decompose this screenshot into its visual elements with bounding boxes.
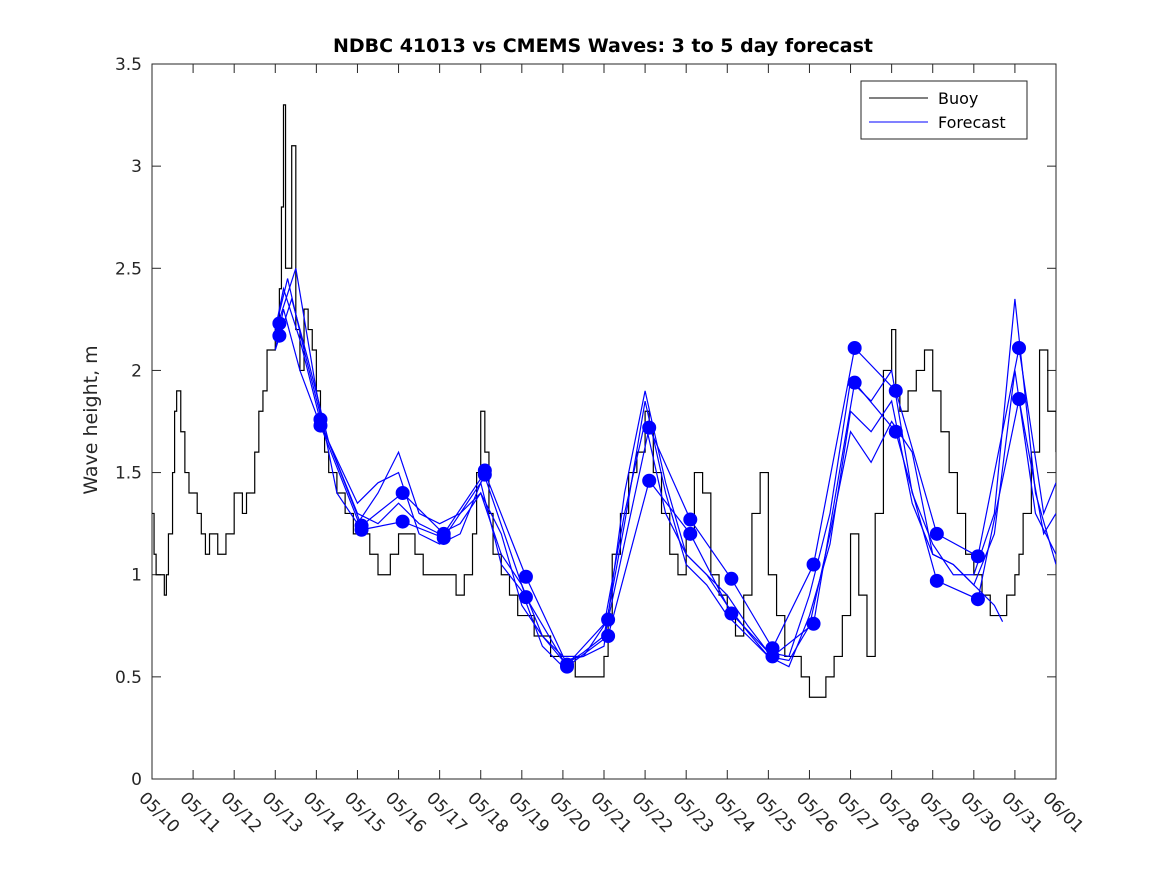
y-axis-label: Wave height, m [80,345,102,494]
forecast-marker [642,420,657,435]
forecast-marker [888,424,903,439]
buoy-series-line [152,104,1056,698]
forecast-marker [642,473,657,488]
legend: Buoy Forecast [860,80,1028,140]
forecast-marker [929,526,944,541]
forecast-marker [724,571,739,586]
forecast-series-line [274,278,1056,662]
forecast-marker [847,340,862,355]
forecast-marker [929,573,944,588]
legend-box [860,80,1028,140]
forecast-marker [888,383,903,398]
forecast-marker [683,512,698,527]
forecast-marker [970,549,985,564]
forecast-marker [395,514,410,529]
forecast-marker [560,659,575,674]
forecast-marker [518,590,533,605]
y-tick-label: 2 [131,361,142,381]
forecast-marker [436,530,451,545]
forecast-marker [477,467,492,482]
y-tick-label: 1 [131,566,142,586]
forecast-marker [1012,392,1027,407]
forecast-marker [272,328,287,343]
y-tick-label: 2.5 [115,259,142,279]
y-tick-label: 0.5 [115,668,142,688]
forecast-marker [518,569,533,584]
y-tick-label: 1.5 [115,464,142,484]
forecast-marker [806,557,821,572]
forecast-marker [765,649,780,664]
chart-title: NDBC 41013 vs CMEMS Waves: 3 to 5 day fo… [333,35,873,57]
y-tick-label: 3 [131,157,142,177]
forecast-marker [970,592,985,607]
y-tick-label: 3.5 [115,55,142,75]
forecast-marker [601,629,616,643]
forecast-marker [272,316,287,331]
legend-buoy-label: Buoy [938,89,978,108]
forecast-marker [724,606,739,621]
forecast-marker [313,418,328,433]
forecast-marker [683,526,698,541]
legend-forecast-label: Forecast [938,113,1006,132]
forecast-series-line [278,268,1004,662]
forecast-marker [395,486,410,500]
forecast-marker [806,616,821,631]
forecast-marker [601,612,616,627]
forecast-marker [1012,340,1027,355]
y-tick-label: 0 [131,770,142,790]
plot-data [152,104,1056,698]
forecast-marker [354,522,369,537]
forecast-marker [847,375,862,390]
